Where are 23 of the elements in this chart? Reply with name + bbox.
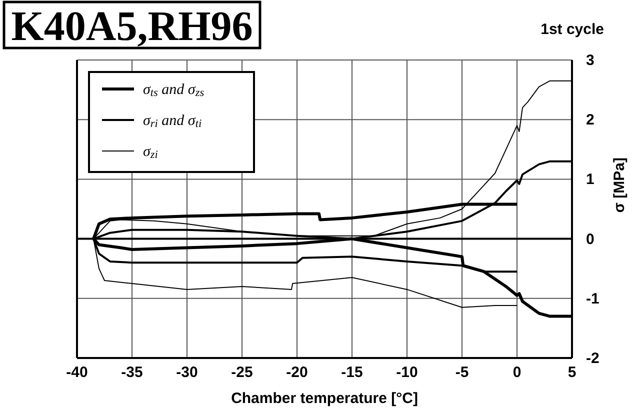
x-tick-label: -25 [231,364,253,381]
y-tick-label: 1 [586,171,594,188]
y-tick-label: 0 [586,230,594,248]
y-tick-label: 2 [586,112,594,129]
y-tick-label: -2 [586,350,600,367]
legend-label: σ$_{ri}$ and σ$_{ti}$ [143,113,202,130]
legend-label: σ$_{ts}$ and σ$_{zs}$ [143,82,205,100]
y-tick-label: -1 [586,290,600,308]
x-tick-label: -10 [396,364,418,381]
x-tick-label: -35 [121,364,143,381]
x-tick-label: -30 [176,364,198,381]
x-tick-label: -20 [286,364,308,381]
chart-subtitle: 1st cycle [540,21,604,38]
x-tick-label: -40 [66,364,88,381]
chart-title: K40A5,RH96 [11,4,253,50]
x-tick-label: -15 [341,364,363,381]
x-axis-title: Chamber temperature [°C] [231,390,418,407]
legend-label: σ$_{zi}$ [143,144,158,162]
y-tick-label: 3 [586,52,594,69]
x-tick-label: -5 [455,364,469,381]
x-tick-label: 0 [512,364,522,381]
y-axis-title: σ [MPa] [611,158,628,213]
x-tick-label: 5 [568,364,576,381]
